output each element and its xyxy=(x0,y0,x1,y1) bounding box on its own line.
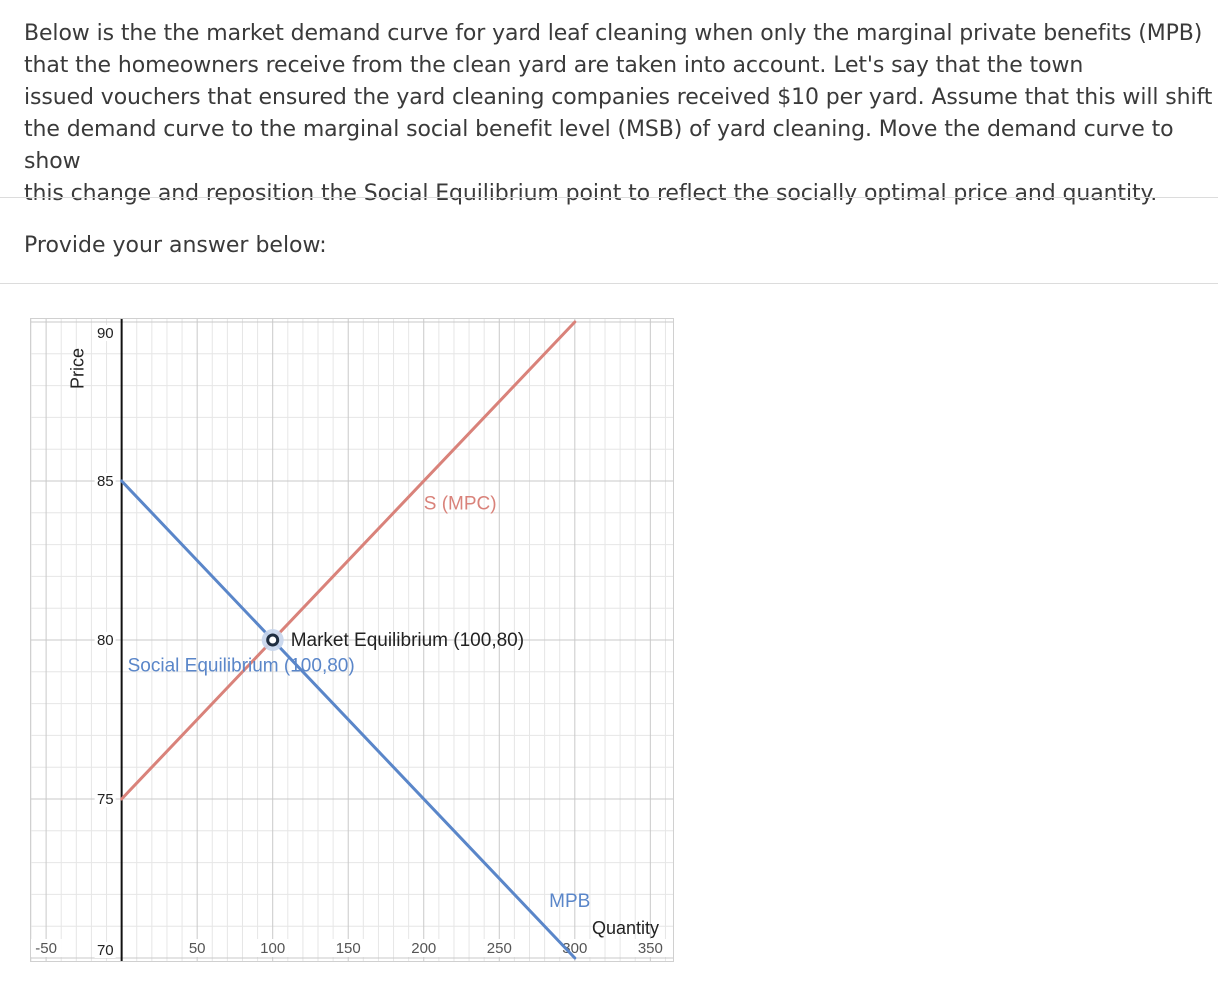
market-equilibrium-point[interactable] xyxy=(266,633,280,647)
answer-prompt: Provide your answer below: xyxy=(24,233,327,258)
x-tick-label: 150 xyxy=(336,940,361,957)
x-tick-label-bg xyxy=(30,939,62,957)
y-axis-label: Price xyxy=(68,348,88,389)
x-tick-label-bg xyxy=(332,939,364,957)
x-tick-label-bg xyxy=(559,939,591,957)
question-line: that the homeowners receive from the cle… xyxy=(24,53,1084,78)
x-tick-label-bg xyxy=(408,939,440,957)
y-tick-label: 85 xyxy=(97,473,114,490)
demand-curve-label: MPB xyxy=(549,891,590,912)
y-tick-label-bg xyxy=(94,325,116,341)
graph-container[interactable]: 70 75 80 85 90 -50 50 100 150 200 250 300 350 Price Qu… xyxy=(30,318,674,962)
y-tick-label-bg xyxy=(94,473,116,489)
x-tick-label: -50 xyxy=(35,940,57,957)
y-tick-label-bg xyxy=(94,791,116,807)
divider xyxy=(0,197,1218,198)
question-line: Below is the the market demand curve for… xyxy=(24,21,1203,46)
divider xyxy=(0,283,1218,284)
y-tick-label: 80 xyxy=(97,632,114,649)
x-tick-label: 50 xyxy=(189,940,206,957)
question-text: Below is the the market demand curve for… xyxy=(24,18,1214,210)
y-tick-label: 70 xyxy=(97,942,114,959)
x-tick-label: 100 xyxy=(260,940,285,957)
demand-curve-mpb[interactable] xyxy=(120,479,577,960)
question-line: issued vouchers that ensured the yard cl… xyxy=(24,85,1213,110)
y-tick-label-bg xyxy=(94,942,116,958)
social-equilibrium-label: Social Equilibrium (100,80) xyxy=(128,655,355,676)
x-tick-label-bg xyxy=(634,939,667,957)
x-tick-label-bg xyxy=(483,939,516,957)
question-line: the demand curve to the marginal social … xyxy=(24,117,1174,174)
x-tick-label: 200 xyxy=(411,940,436,957)
supply-curve-label: S (MPC) xyxy=(424,494,497,515)
x-tick-label: 350 xyxy=(638,940,663,957)
x-axis-label: Quantity xyxy=(592,918,659,938)
x-tick-label-bg xyxy=(185,939,209,957)
y-tick-label: 90 xyxy=(97,325,114,342)
y-tick-label-bg xyxy=(94,632,116,648)
market-equilibrium-label: Market Equilibrium (100,80) xyxy=(291,630,524,651)
x-tick-label-bg xyxy=(256,939,289,957)
x-tick-label: 250 xyxy=(487,940,512,957)
y-tick-label: 75 xyxy=(97,791,114,808)
supply-curve-mpc[interactable] xyxy=(120,320,577,801)
question-line: this change and reposition the Social Eq… xyxy=(24,181,1158,206)
